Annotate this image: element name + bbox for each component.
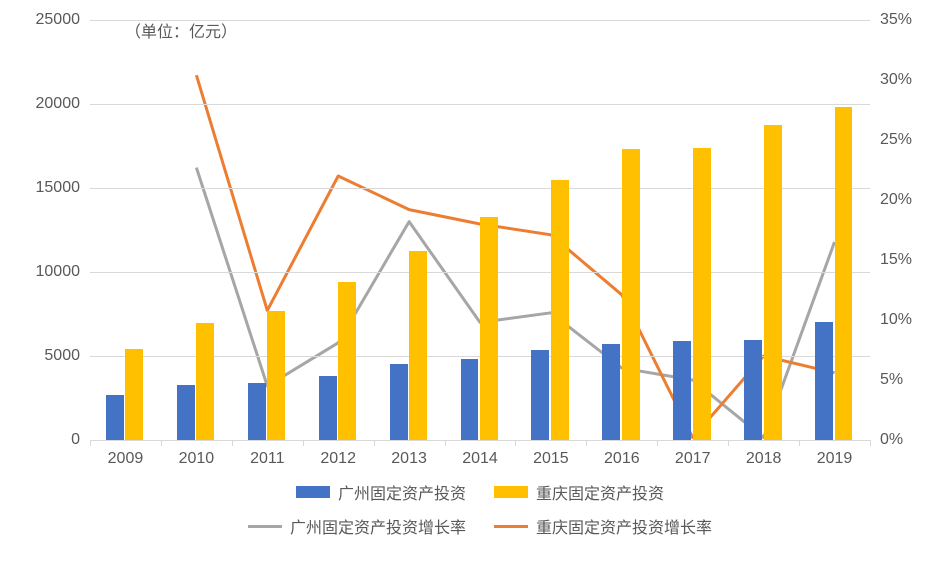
x-axis-label: 2011: [250, 450, 284, 468]
bar: [693, 148, 711, 440]
bar: [267, 311, 285, 440]
y-right-tick: 0%: [880, 431, 940, 449]
chart-container: （单位：亿元） 0500010000150002000025000 0%5%10…: [0, 0, 950, 574]
x-tickmark: [161, 440, 162, 446]
bar: [764, 125, 782, 440]
bar: [177, 385, 195, 440]
bar: [815, 322, 833, 440]
x-axis-label: 2010: [179, 450, 215, 468]
x-tickmark: [90, 440, 91, 446]
y-left-tick: 0: [20, 431, 80, 449]
x-tickmark: [586, 440, 587, 446]
gridline: [90, 188, 870, 189]
x-tickmark: [445, 440, 446, 446]
x-tickmark: [303, 440, 304, 446]
bar: [602, 344, 620, 440]
legend-swatch: [296, 486, 330, 498]
x-axis-label: 2014: [462, 450, 498, 468]
gridline: [90, 440, 870, 441]
x-axis-label: 2012: [320, 450, 356, 468]
y-right-tick: 30%: [880, 71, 940, 89]
x-tickmark: [728, 440, 729, 446]
plot-area: [90, 20, 870, 440]
legend-swatch: [494, 486, 528, 498]
gridline: [90, 20, 870, 21]
bar: [248, 383, 266, 440]
x-tickmark: [374, 440, 375, 446]
x-tickmark: [232, 440, 233, 446]
bar: [338, 282, 356, 440]
legend-line-icon: [494, 525, 528, 528]
legend-label: 重庆固定资产投资增长率: [536, 514, 712, 538]
y-axis-left: 0500010000150002000025000: [20, 20, 80, 440]
y-left-tick: 25000: [20, 11, 80, 29]
x-axis-label: 2016: [604, 450, 640, 468]
y-right-tick: 35%: [880, 11, 940, 29]
y-right-tick: 15%: [880, 251, 940, 269]
y-right-tick: 25%: [880, 131, 940, 149]
bar: [461, 359, 479, 440]
legend-line-icon: [248, 525, 282, 528]
bar: [319, 376, 337, 440]
line-series: [196, 168, 834, 438]
x-tickmark: [799, 440, 800, 446]
x-axis-label: 2015: [533, 450, 569, 468]
y-right-tick: 10%: [880, 311, 940, 329]
legend: 广州固定资产投资 重庆固定资产投资广州固定资产投资增长率 重庆固定资产投资增长率: [130, 480, 830, 538]
bar: [390, 364, 408, 440]
x-axis-label: 2017: [675, 450, 711, 468]
legend-label: 重庆固定资产投资: [536, 480, 664, 504]
x-axis-label: 2019: [817, 450, 853, 468]
bar: [531, 350, 549, 440]
line-series: [196, 75, 834, 437]
gridline: [90, 104, 870, 105]
legend-label: 广州固定资产投资: [338, 480, 466, 504]
legend-item: 广州固定资产投资: [296, 480, 466, 504]
bar: [196, 323, 214, 440]
bar: [551, 180, 569, 440]
x-tickmark: [515, 440, 516, 446]
legend-label: 广州固定资产投资增长率: [290, 514, 466, 538]
y-left-tick: 5000: [20, 347, 80, 365]
bar: [673, 341, 691, 440]
y-right-tick: 20%: [880, 191, 940, 209]
x-axis-label: 2018: [746, 450, 782, 468]
bar: [125, 349, 143, 440]
x-axis-label: 2013: [391, 450, 427, 468]
legend-item: 重庆固定资产投资: [494, 480, 664, 504]
x-axis-label: 2009: [108, 450, 144, 468]
y-right-tick: 5%: [880, 371, 940, 389]
legend-item: 重庆固定资产投资增长率: [494, 514, 712, 538]
bar: [622, 149, 640, 440]
bar: [106, 395, 124, 440]
y-axis-right: 0%5%10%15%20%25%30%35%: [880, 20, 940, 440]
y-left-tick: 10000: [20, 263, 80, 281]
bar: [409, 251, 427, 440]
x-tickmark: [870, 440, 871, 446]
y-left-tick: 20000: [20, 95, 80, 113]
x-tickmark: [657, 440, 658, 446]
bar: [744, 340, 762, 440]
legend-item: 广州固定资产投资增长率: [248, 514, 466, 538]
y-left-tick: 15000: [20, 179, 80, 197]
bar: [480, 217, 498, 440]
bar: [835, 107, 853, 440]
